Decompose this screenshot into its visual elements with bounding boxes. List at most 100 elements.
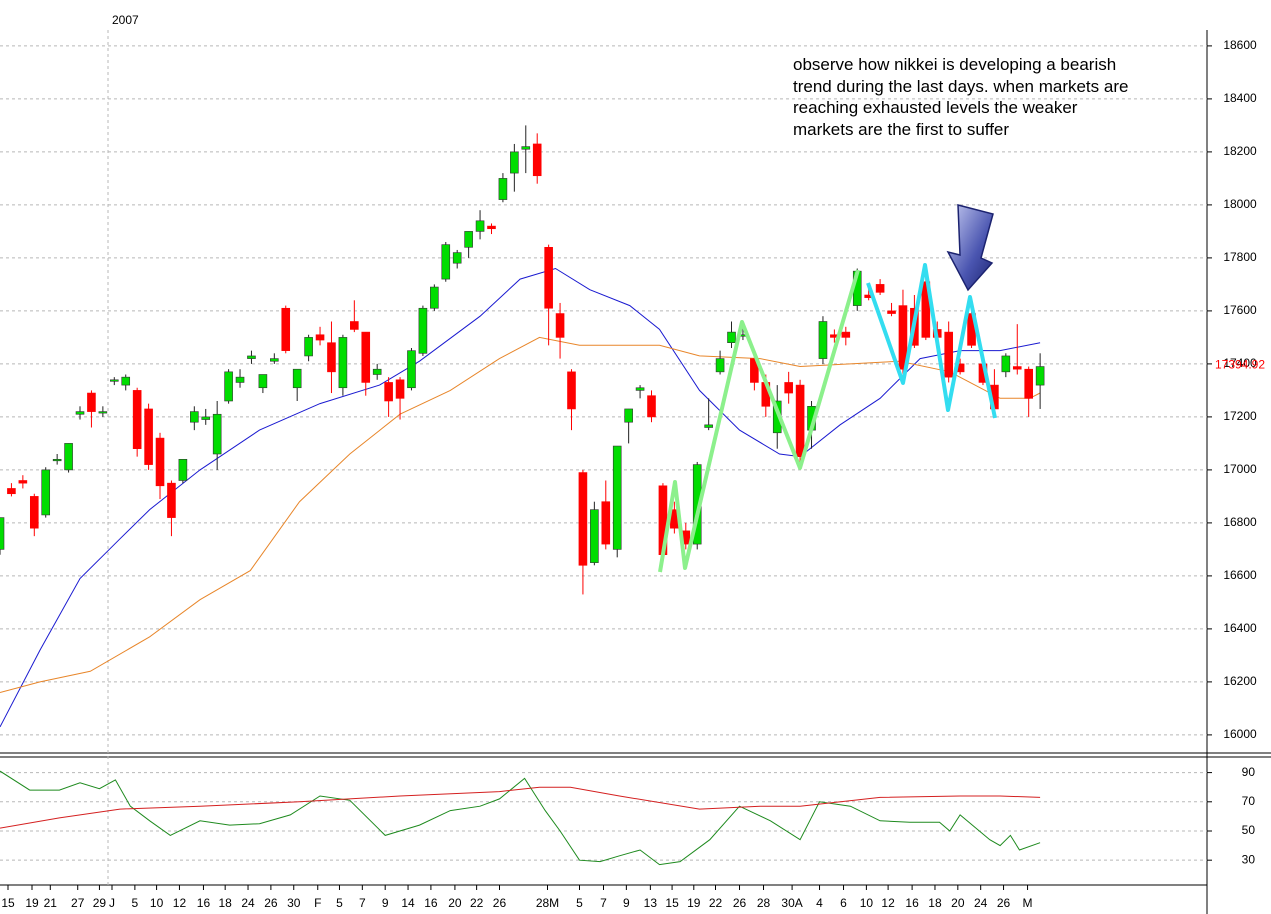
candle-body <box>212 413 222 455</box>
candle-body <box>395 379 405 399</box>
candle-body <box>75 411 85 415</box>
candle-body <box>441 244 451 280</box>
candle-body <box>109 379 119 382</box>
x-tick-label: 5 <box>336 896 343 910</box>
x-tick-label: 15 <box>665 896 679 910</box>
y-tick-label: 18400 <box>1223 91 1257 105</box>
y-tick-label: 17600 <box>1223 303 1257 317</box>
candle-body <box>0 517 5 550</box>
y-tick-label: 17400 <box>1223 356 1257 370</box>
x-tick-label: 5 <box>576 896 583 910</box>
candle-body <box>430 286 439 309</box>
candle-body <box>532 143 542 177</box>
candle-body <box>475 220 485 232</box>
candle-body <box>1012 366 1022 370</box>
indicator-line <box>0 770 1041 866</box>
x-tick-label: 18 <box>928 896 942 910</box>
arrow <box>946 204 994 292</box>
candle-body <box>887 310 896 314</box>
x-tick-label: F <box>314 896 321 910</box>
x-tick-label: 14 <box>401 896 415 910</box>
annotation-line: observe how nikkei is developing a beari… <box>793 55 1116 74</box>
candle-body <box>201 416 211 420</box>
y-tick-label: 90 <box>1242 765 1256 779</box>
candle-body <box>235 376 245 383</box>
y-tick-label: 16600 <box>1223 568 1257 582</box>
candle-body <box>87 392 96 412</box>
x-tick-label: 29 <box>93 896 107 910</box>
y-tick-label: 70 <box>1242 794 1256 808</box>
x-tick-label: 19 <box>25 896 39 910</box>
candle-body <box>29 496 39 529</box>
candle-body <box>18 480 28 484</box>
candle-body <box>452 252 462 264</box>
candle-body <box>144 408 153 465</box>
candle-body <box>327 342 336 373</box>
candle-body <box>510 151 519 174</box>
y-tick-label: 16800 <box>1223 515 1257 529</box>
year-label: 2007 <box>112 13 139 27</box>
y-tick-label: 17000 <box>1223 462 1257 476</box>
x-tick-label: 24 <box>974 896 988 910</box>
moving-average <box>0 267 1041 728</box>
x-tick-label: 16 <box>905 896 919 910</box>
candle-body <box>635 387 645 391</box>
x-tick-label: 12 <box>881 896 895 910</box>
candle-body <box>578 472 588 566</box>
x-tick-label: 22 <box>470 896 484 910</box>
text-layer: observe how nikkei is developing a beari… <box>1 13 1265 910</box>
x-tick-label: 22 <box>709 896 723 910</box>
y-tick-label: 17800 <box>1223 250 1257 264</box>
x-tick-label: 13 <box>644 896 658 910</box>
x-tick-label: 26 <box>997 896 1011 910</box>
candle-body <box>727 331 736 343</box>
candle-body <box>555 313 565 338</box>
x-tick-label: 30 <box>287 896 301 910</box>
candle-body <box>647 395 656 418</box>
y-tick-label: 50 <box>1242 823 1256 837</box>
candle-body <box>624 408 633 423</box>
candle-body <box>898 305 908 370</box>
annotation-line: markets are the first to suffer <box>793 120 1009 139</box>
candle-body <box>875 284 885 293</box>
candle-body <box>590 509 599 563</box>
y-tick-label: 16200 <box>1223 674 1257 688</box>
candle-body <box>464 231 473 248</box>
x-tick-label: 10 <box>150 896 164 910</box>
candle-body <box>612 445 622 550</box>
candle-body <box>407 350 416 389</box>
candle-body <box>247 355 256 359</box>
candle-body <box>841 331 851 338</box>
y-tick-label: 17200 <box>1223 409 1257 423</box>
x-tick-label: 26 <box>733 896 747 910</box>
candle-body <box>338 337 348 389</box>
x-tick-label: 28 <box>757 896 771 910</box>
x-tick-label: 12 <box>173 896 187 910</box>
candle-body <box>372 368 382 375</box>
candle-body <box>704 424 713 428</box>
candle-body <box>784 382 793 394</box>
grid-layer <box>0 30 1212 890</box>
x-tick-label: 10 <box>860 896 874 910</box>
candle-body <box>384 382 393 402</box>
x-tick-label: 16 <box>424 896 438 910</box>
candle-body <box>1035 366 1045 386</box>
candle-body <box>167 482 176 518</box>
annotation-drawing <box>658 204 997 573</box>
x-tick-label: 18 <box>218 896 232 910</box>
candle-body <box>292 368 302 389</box>
candle-body <box>270 358 279 362</box>
x-tick-label: 6 <box>840 896 847 910</box>
candle-body <box>190 411 199 423</box>
candle-body <box>818 321 828 359</box>
indicator-line <box>0 786 1041 829</box>
x-tick-label: 19 <box>687 896 701 910</box>
x-tick-label: 5 <box>132 896 139 910</box>
x-tick-label: 15 <box>1 896 15 910</box>
candle-body <box>944 331 953 378</box>
candle-body <box>521 146 531 150</box>
candle-body <box>155 437 165 487</box>
candle-body <box>224 371 233 402</box>
x-tick-label: 27 <box>71 896 85 910</box>
